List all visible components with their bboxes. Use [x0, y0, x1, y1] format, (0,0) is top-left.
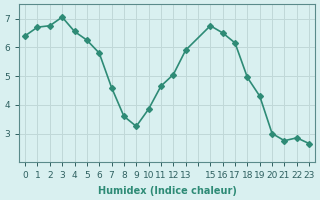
X-axis label: Humidex (Indice chaleur): Humidex (Indice chaleur)	[98, 186, 236, 196]
